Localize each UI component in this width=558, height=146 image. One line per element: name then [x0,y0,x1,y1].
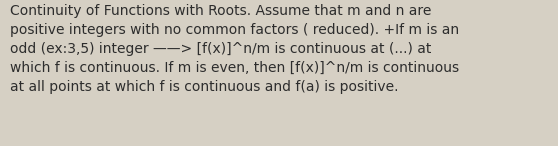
Text: Continuity of Functions with Roots. Assume that m and n are
positive integers wi: Continuity of Functions with Roots. Assu… [10,4,459,94]
